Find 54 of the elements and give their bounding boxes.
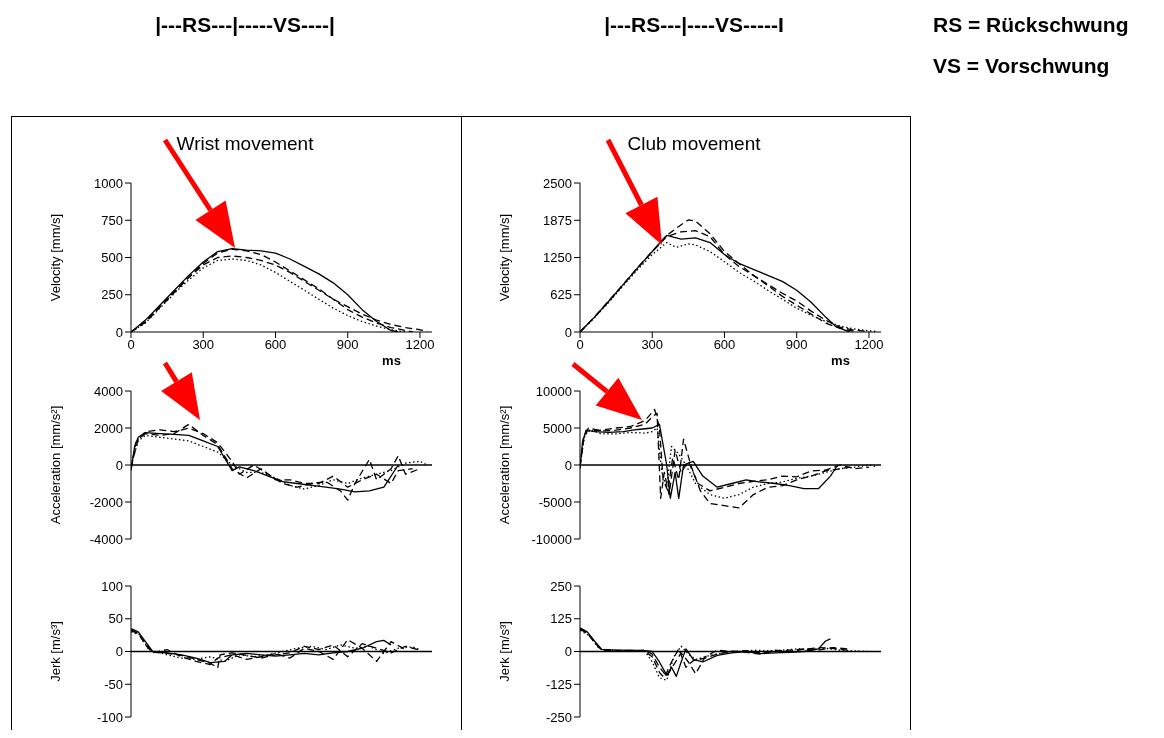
- x-axis-title: ms: [831, 353, 850, 368]
- y-tick-label: 625: [550, 287, 572, 303]
- x-tick-label: 900: [785, 337, 808, 353]
- y-tick-label: 0: [564, 324, 572, 340]
- y-axis-title: Acceleration [mm/s²]: [47, 405, 63, 525]
- y-axis-title: Acceleration [mm/s²]: [496, 405, 512, 525]
- x-tick-label: 1200: [405, 337, 435, 353]
- text: RS = Rückschwung: [933, 13, 1129, 37]
- y-tick-label: 100: [101, 578, 123, 594]
- text: VS = Vorschwung: [933, 54, 1110, 78]
- y-tick-label: 1875: [543, 212, 572, 228]
- y-tick-label: -50: [104, 676, 123, 692]
- chart-title: Club movement: [626, 133, 762, 155]
- y-tick-label: 0: [115, 644, 123, 660]
- y-tick-label: 250: [550, 578, 572, 594]
- y-tick-label: 50: [108, 611, 123, 627]
- x-tick-label: 300: [192, 337, 215, 353]
- y-tick-label: 0: [564, 644, 572, 660]
- x-tick-label: 300: [641, 337, 664, 353]
- y-tick-label: 2500: [543, 175, 572, 191]
- y-tick-label: 1000: [94, 175, 123, 191]
- y-tick-label: -125: [545, 676, 572, 692]
- y-tick-label: -250: [545, 709, 572, 725]
- x-tick-label: 900: [336, 337, 359, 353]
- x-tick-label: 0: [576, 337, 584, 353]
- x-tick-label: 600: [264, 337, 287, 353]
- y-tick-label: 2000: [94, 420, 123, 436]
- chart-title: Wrist movement: [175, 133, 315, 155]
- y-tick-label: -10000: [531, 531, 572, 547]
- y-tick-label: -4000: [89, 531, 123, 547]
- y-tick-label: 1250: [543, 250, 572, 266]
- y-axis-title: Velocity [mm/s]: [47, 213, 63, 302]
- y-tick-label: -2000: [89, 494, 123, 510]
- y-tick-label: 750: [101, 212, 123, 228]
- y-tick-label: -5000: [538, 494, 572, 510]
- y-tick-label: 0: [115, 324, 123, 340]
- y-tick-label: 500: [101, 250, 123, 266]
- y-tick-label: 10000: [535, 383, 572, 399]
- y-axis-title: Velocity [mm/s]: [496, 213, 512, 302]
- y-tick-label: 0: [564, 457, 572, 473]
- y-tick-label: 250: [101, 287, 123, 303]
- x-tick-label: 0: [127, 337, 135, 353]
- text: |---RS---|----VS-----I: [603, 13, 785, 37]
- y-axis-title: Jerk [m/s³]: [47, 621, 63, 682]
- y-tick-label: 125: [550, 611, 572, 627]
- x-tick-label: 1200: [854, 337, 884, 353]
- y-tick-label: 5000: [543, 420, 572, 436]
- y-tick-label: 0: [115, 457, 123, 473]
- y-axis-title: Jerk [m/s³]: [496, 621, 512, 682]
- x-axis-title: ms: [382, 353, 401, 368]
- y-tick-label: 4000: [94, 383, 123, 399]
- text: |---RS---|-----VS----|: [154, 13, 336, 37]
- x-tick-label: 600: [713, 337, 736, 353]
- y-tick-label: -100: [96, 709, 123, 725]
